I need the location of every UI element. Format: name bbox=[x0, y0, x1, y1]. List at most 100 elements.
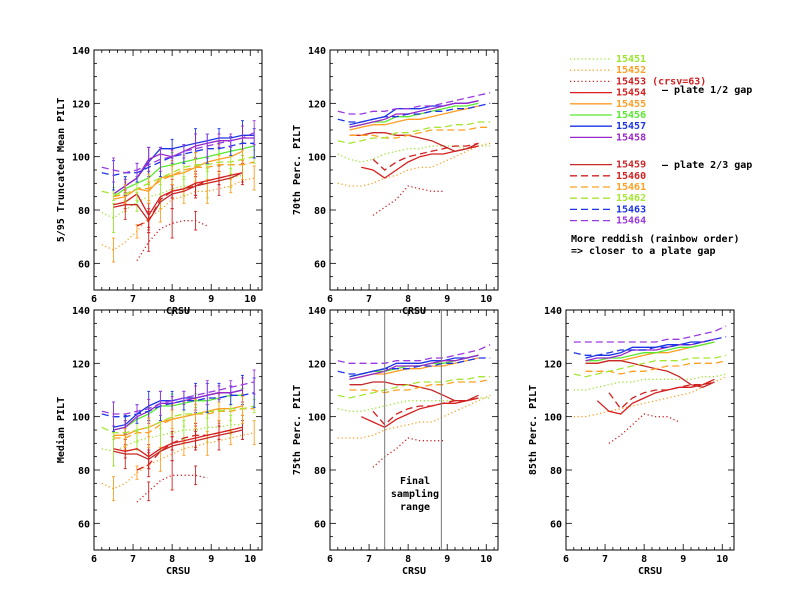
x-tick-label: 7 bbox=[130, 554, 136, 565]
series-group bbox=[573, 325, 727, 444]
series-line-15464 bbox=[101, 381, 255, 415]
x-tick-label: 10 bbox=[480, 294, 492, 305]
y-tick-label: 60 bbox=[314, 519, 326, 530]
y-tick-label: 60 bbox=[78, 259, 90, 270]
y-tick-label: 80 bbox=[314, 466, 326, 477]
x-axis-label: CRSU bbox=[402, 306, 426, 317]
legend-label-15462: 15462 bbox=[616, 193, 646, 204]
series-group bbox=[337, 92, 491, 216]
legend-label-15459: 15459 bbox=[616, 160, 646, 171]
x-tick-label: 6 bbox=[327, 554, 333, 565]
x-tick-label: 9 bbox=[680, 554, 686, 565]
series-line-15464 bbox=[101, 132, 255, 174]
y-tick-label: 140 bbox=[308, 306, 326, 317]
series-line-15458 bbox=[585, 338, 715, 362]
y-tick-label: 60 bbox=[78, 519, 90, 530]
y-axis-label: 85th Perc. PILT bbox=[528, 385, 539, 475]
series-line-15454 bbox=[596, 378, 715, 415]
series-line-15459 bbox=[349, 132, 479, 152]
x-tick-label: 8 bbox=[405, 294, 411, 305]
x-tick-label: 6 bbox=[91, 294, 97, 305]
y-tick-label: 80 bbox=[78, 206, 90, 217]
panel-70th-percentile: 6 7 8 9 10 60 80 100 120 140 CRSU 70th Perc. PILT bbox=[292, 46, 499, 317]
legend-footnote-2: => closer to a plate gap bbox=[571, 246, 716, 257]
x-tick-label: 10 bbox=[244, 294, 256, 305]
series-line-15462 bbox=[101, 405, 255, 434]
panel-85th-percentile: 6 7 8 9 10 60 80 100 120 140 CRSU 85th Perc. PILT bbox=[528, 306, 735, 577]
annotation-line-3: range bbox=[400, 502, 430, 513]
series-line-15462 bbox=[573, 354, 727, 378]
y-tick-label: 140 bbox=[72, 306, 90, 317]
y-axis-label: Median PILT bbox=[55, 397, 67, 463]
series-line-15452 bbox=[101, 177, 255, 251]
y-axis-label: 5/95 Truncated Mean PILT bbox=[56, 98, 67, 243]
legend-label-15457: 15457 bbox=[616, 121, 646, 132]
panel-75th-percentile: 6 7 8 9 10 60 80 100 120 140 CRSU 75th Perc. PILT bbox=[292, 306, 499, 577]
series-line-15464 bbox=[337, 344, 491, 364]
x-axis-label: CRSU bbox=[402, 566, 426, 577]
series-line-15463 bbox=[337, 357, 491, 375]
series-line-15453 bbox=[372, 437, 444, 468]
legend-label-15463: 15463 bbox=[616, 204, 646, 215]
plot-frame bbox=[329, 309, 499, 551]
y-tick-label: 100 bbox=[308, 153, 326, 164]
y-tick-label: 60 bbox=[314, 259, 326, 270]
y-tick-label: 60 bbox=[550, 519, 562, 530]
y-axis-label: 75th Perc. PILT bbox=[292, 385, 303, 475]
legend-label-15455: 15455 bbox=[616, 99, 646, 110]
x-tick-label: 9 bbox=[444, 294, 450, 305]
plot-frame bbox=[329, 49, 499, 291]
series-line-15460 bbox=[372, 397, 479, 426]
legend-label-15452: 15452 bbox=[616, 65, 646, 76]
y-tick-label: 100 bbox=[72, 153, 90, 164]
y-tick-label: 140 bbox=[72, 46, 90, 57]
y-tick-label: 120 bbox=[72, 99, 90, 110]
x-tick-label: 6 bbox=[563, 554, 569, 565]
x-tick-label: 7 bbox=[366, 554, 372, 565]
series-line-15462 bbox=[337, 376, 491, 399]
y-tick-label: 140 bbox=[544, 306, 562, 317]
x-axis-label: CRSU bbox=[638, 566, 662, 577]
legend-note-plate-2-3-gap: — plate 2/3 gap bbox=[662, 160, 752, 171]
series-line-15452 bbox=[337, 394, 491, 439]
y-tick-label: 100 bbox=[544, 413, 562, 424]
y-tick-label: 120 bbox=[308, 99, 326, 110]
series-line-15463 bbox=[573, 336, 727, 356]
legend-label-15461: 15461 bbox=[616, 182, 646, 193]
series-line-15459 bbox=[349, 381, 479, 402]
x-tick-label: 9 bbox=[208, 554, 214, 565]
y-tick-label: 100 bbox=[308, 413, 326, 424]
series-line-15462 bbox=[101, 156, 255, 195]
x-tick-label: 8 bbox=[641, 554, 647, 565]
x-axis-label: CRSU bbox=[166, 566, 190, 577]
x-tick-label: 6 bbox=[91, 554, 97, 565]
x-tick-label: 10 bbox=[716, 554, 728, 565]
y-tick-label: 80 bbox=[550, 466, 562, 477]
series-line-15454 bbox=[361, 145, 479, 179]
x-tick-label: 6 bbox=[327, 294, 333, 305]
legend-label-15451: 15451 bbox=[616, 54, 646, 65]
plot-frame bbox=[565, 309, 735, 551]
series-line-15463 bbox=[101, 392, 255, 418]
series-line-15460 bbox=[136, 429, 231, 471]
annotation-line-2: sampling bbox=[391, 488, 439, 500]
series-group bbox=[337, 344, 491, 468]
series-line-15454 bbox=[113, 426, 243, 458]
legend-note-plate-1-2-gap: — plate 1/2 gap bbox=[662, 85, 752, 96]
series-line-15459 bbox=[585, 360, 715, 388]
series-line-15453 bbox=[608, 413, 680, 444]
x-tick-label: 7 bbox=[602, 554, 608, 565]
legend-label-15458: 15458 bbox=[616, 132, 646, 143]
x-tick-label: 8 bbox=[169, 294, 175, 305]
series-line-15454 bbox=[361, 397, 479, 429]
series-line-15464 bbox=[337, 92, 491, 115]
series-line-15458 bbox=[349, 100, 479, 128]
y-axis-label: 70th Perc. PILT bbox=[292, 125, 303, 215]
sampling-range-annotation: Final sampling range bbox=[384, 310, 442, 550]
series-line-15453 bbox=[372, 185, 444, 216]
series-line-15459 bbox=[113, 429, 243, 461]
series-line-15462 bbox=[337, 121, 491, 144]
annotation-line-1: Final bbox=[400, 475, 430, 487]
series-line-15456 bbox=[113, 394, 243, 431]
